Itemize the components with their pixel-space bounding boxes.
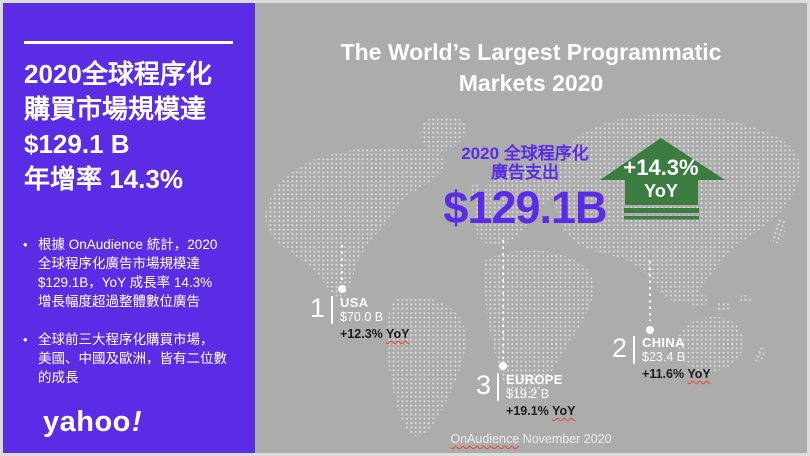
bullet-text-line: 的成長 <box>38 370 79 385</box>
bullet-text-line: 全球程序化廣告市場規模達 <box>38 256 200 271</box>
total-spend-value: $129.1B <box>443 182 607 233</box>
slide-canvas: 2020全球程序化 購買市場規模達 $129.1 B 年增率 14.3% • 根… <box>3 3 807 453</box>
market-value: $19.2 B <box>506 387 550 401</box>
source-date: November 2020 <box>519 432 612 446</box>
location-dot <box>338 285 346 293</box>
leader-line <box>341 245 343 283</box>
growth-arrow-icon: +14.3% YoY <box>600 138 725 220</box>
map-title: The World’s Largest Programmatic Markets… <box>255 37 807 99</box>
leader-line <box>649 261 651 321</box>
bullet-list: • 根據 OnAudience 統計，2020 全球程序化廣告市場規模達 $12… <box>23 235 243 387</box>
bullet-text: 全球前三大程序化購買市場， 美國、中國及歐洲，皆有二位數 的成長 <box>38 330 243 387</box>
bullet-text-line: 增長幅度超過整體數位廣告 <box>38 294 200 309</box>
total-spend-callout: 2020 全球程序化 廣告支出 $129.1B <box>395 144 655 231</box>
market-rank: 2 <box>612 333 628 363</box>
growth-rate: +11.6% <box>642 367 685 381</box>
market-growth: +11.6% YoY <box>642 366 711 382</box>
market-value: $23.4 B <box>642 350 686 364</box>
headline-line: 年增率 14.3% <box>24 164 183 194</box>
market-country: EUROPE <box>506 372 563 387</box>
map-panel: The World’s Largest Programmatic Markets… <box>255 3 807 453</box>
bullet-text-line: 根據 OnAudience 統計，2020 <box>38 237 218 252</box>
yahoo-logo-text: yahoo <box>43 406 131 438</box>
total-spend-label-line: 廣告支出 <box>491 163 559 182</box>
bullet-text-line: 美國、中國及歐洲，皆有二位數 <box>38 351 227 366</box>
market-growth: +19.1% YoY <box>506 403 575 419</box>
map-title-line: The World’s Largest Programmatic <box>340 39 722 65</box>
yahoo-logo-exclamation: ! <box>131 406 143 438</box>
top-rule <box>24 41 233 44</box>
bullet-item: • 全球前三大程序化購買市場， 美國、中國及歐洲，皆有二位數 的成長 <box>23 330 243 387</box>
rank-divider <box>331 296 334 324</box>
rank-divider <box>633 336 636 364</box>
market-label: 2 CHINA $23.4 B +11.6% YoY <box>612 334 711 382</box>
bullet-dot-icon: • <box>23 237 28 252</box>
leader-line <box>502 240 504 359</box>
yoy-label: YoY <box>386 327 410 341</box>
dotted-world-map <box>265 114 801 437</box>
market-country: USA <box>340 295 369 310</box>
market-country: CHINA <box>642 335 685 350</box>
yahoo-logo: yahoo! <box>43 406 142 439</box>
growth-rate: +12.3% <box>340 327 383 341</box>
rank-divider <box>497 373 500 401</box>
bullet-text: 根據 OnAudience 統計，2020 全球程序化廣告市場規模達 $129.… <box>38 235 243 311</box>
growth-arrow-period: YoY <box>644 181 678 201</box>
yoy-label: YoY <box>552 404 576 418</box>
headline: 2020全球程序化 購買市場規模達 $129.1 B 年增率 14.3% <box>24 57 249 197</box>
location-dot <box>499 362 507 370</box>
bullet-text-line: 全球前三大程序化購買市場， <box>38 332 214 347</box>
source-name: OnAudience <box>450 432 520 446</box>
total-spend-label-line: 2020 全球程序化 <box>461 144 589 163</box>
growth-rate: +19.1% <box>506 404 549 418</box>
market-rank: 1 <box>310 293 326 323</box>
bullet-text-line: $129.1B，YoY 成長率 14.3% <box>38 275 213 290</box>
bullet-item: • 根據 OnAudience 統計，2020 全球程序化廣告市場規模達 $12… <box>23 235 243 311</box>
location-dot <box>646 326 654 334</box>
market-growth: +12.3% YoY <box>340 326 409 342</box>
market-label: 1 USA $70.0 B +12.3% YoY <box>310 294 409 342</box>
market-value: $70.0 B <box>340 310 384 324</box>
left-summary-panel: 2020全球程序化 購買市場規模達 $129.1 B 年增率 14.3% • 根… <box>3 3 255 453</box>
map-title-line: Markets 2020 <box>458 70 604 96</box>
headline-line: 2020全球程序化 <box>24 59 212 89</box>
total-spend-label: 2020 全球程序化 廣告支出 <box>395 144 655 182</box>
market-label: 3 EUROPE $19.2 B +19.1% YoY <box>476 371 575 419</box>
yoy-label: YoY <box>687 367 711 381</box>
bullet-dot-icon: • <box>23 332 28 347</box>
market-rank: 3 <box>476 370 492 400</box>
source-citation: OnAudience November 2020 <box>255 432 807 446</box>
growth-arrow-rate: +14.3% <box>623 155 698 180</box>
headline-line: 購買市場規模達 <box>24 94 207 124</box>
headline-line: $129.1 B <box>24 129 130 159</box>
